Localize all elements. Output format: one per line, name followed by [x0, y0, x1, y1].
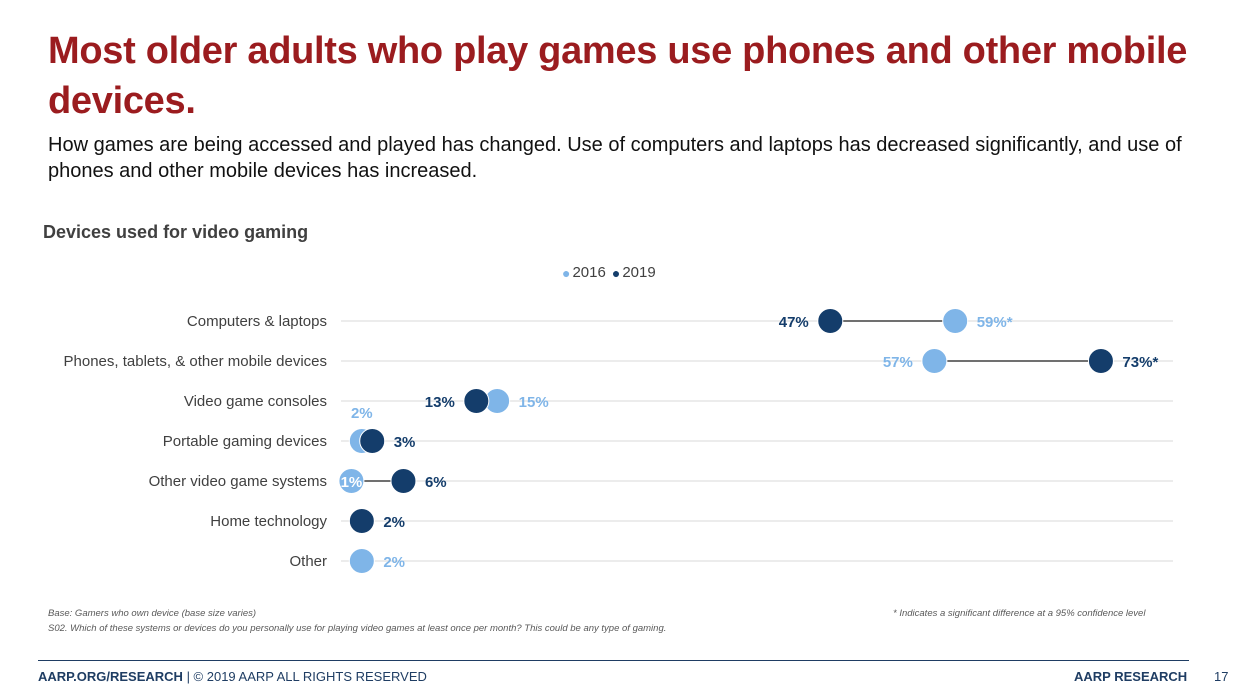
point-2019-row-3 — [359, 428, 386, 454]
data-label-2019-row-0: 47% — [779, 314, 809, 331]
data-label-2016-row-2: 15% — [519, 394, 549, 411]
data-label-2016-row-4: 1% — [341, 474, 363, 491]
point-2019-row-0 — [817, 308, 844, 334]
point-2016-row-6 — [348, 548, 375, 574]
legend-item-2019: ● 2019 — [612, 264, 656, 281]
legend-item-2016: ● 2016 — [562, 264, 606, 281]
category-label-row-5: Home technology — [210, 513, 327, 530]
footer-copyright: | © 2019 AARP ALL RIGHTS RESERVED — [182, 669, 427, 684]
category-label-row-2: Video game consoles — [184, 393, 327, 410]
legend-label-2019: 2019 — [622, 264, 656, 281]
chart-legend: ● 2016 ● 2019 — [562, 264, 662, 281]
footer-left: AARP.ORG/RESEARCH | © 2019 AARP ALL RIGH… — [38, 669, 427, 684]
legend-dot-2019: ● — [611, 264, 621, 281]
point-2019-row-1 — [1087, 348, 1114, 374]
footnote-question: S02. Which of these systems or devices d… — [48, 623, 667, 634]
category-label-row-3: Portable gaming devices — [163, 433, 327, 450]
data-label-2016-row-3: 2% — [351, 405, 373, 422]
chart-title: Devices used for video gaming — [43, 222, 309, 242]
data-label-2019-row-1: 73%* — [1122, 354, 1158, 371]
data-label-2016-row-6: 2% — [383, 554, 405, 571]
point-2019-row-5 — [348, 508, 375, 534]
point-2019-row-4 — [390, 468, 417, 494]
footer-site-link[interactable]: AARP.ORG/RESEARCH — [38, 669, 183, 684]
point-2016-row-0 — [942, 308, 969, 334]
footnote-significance: * Indicates a significant difference at … — [893, 608, 1146, 619]
legend-label-2016: 2016 — [572, 264, 606, 281]
data-label-2019-row-2: 13% — [425, 394, 455, 411]
data-label-2019-row-3: 3% — [394, 434, 416, 451]
footer-brand: AARP RESEARCH — [1074, 669, 1188, 684]
data-label-2016-row-1: 57% — [883, 354, 913, 371]
data-label-2019-row-5: 2% — [383, 514, 405, 531]
page-title: Most older adults who play games use pho… — [48, 30, 1188, 122]
point-2016-row-1 — [921, 348, 948, 374]
dumbbell-chart: Computers & laptops 59%* 47% Phones, tablet… — [64, 308, 1173, 574]
data-label-2016-row-0: 59%* — [977, 314, 1013, 331]
category-label-row-0: Computers & laptops — [187, 313, 327, 330]
point-2019-row-2 — [463, 388, 490, 414]
legend-dot-2016: ● — [562, 264, 571, 281]
page-subtitle: How games are being accessed and played … — [48, 134, 1182, 182]
data-label-2019-row-4: 6% — [425, 474, 447, 491]
footnote-base: Base: Gamers who own device (base size v… — [48, 608, 257, 619]
category-label-row-1: Phones, tablets, & other mobile devices — [64, 353, 327, 370]
category-label-row-4: Other video game systems — [149, 473, 327, 490]
point-2016-row-4 — [338, 468, 365, 494]
footer-divider — [38, 660, 1189, 661]
category-label-row-6: Other — [289, 553, 327, 570]
page-number: 17 — [1214, 669, 1229, 684]
